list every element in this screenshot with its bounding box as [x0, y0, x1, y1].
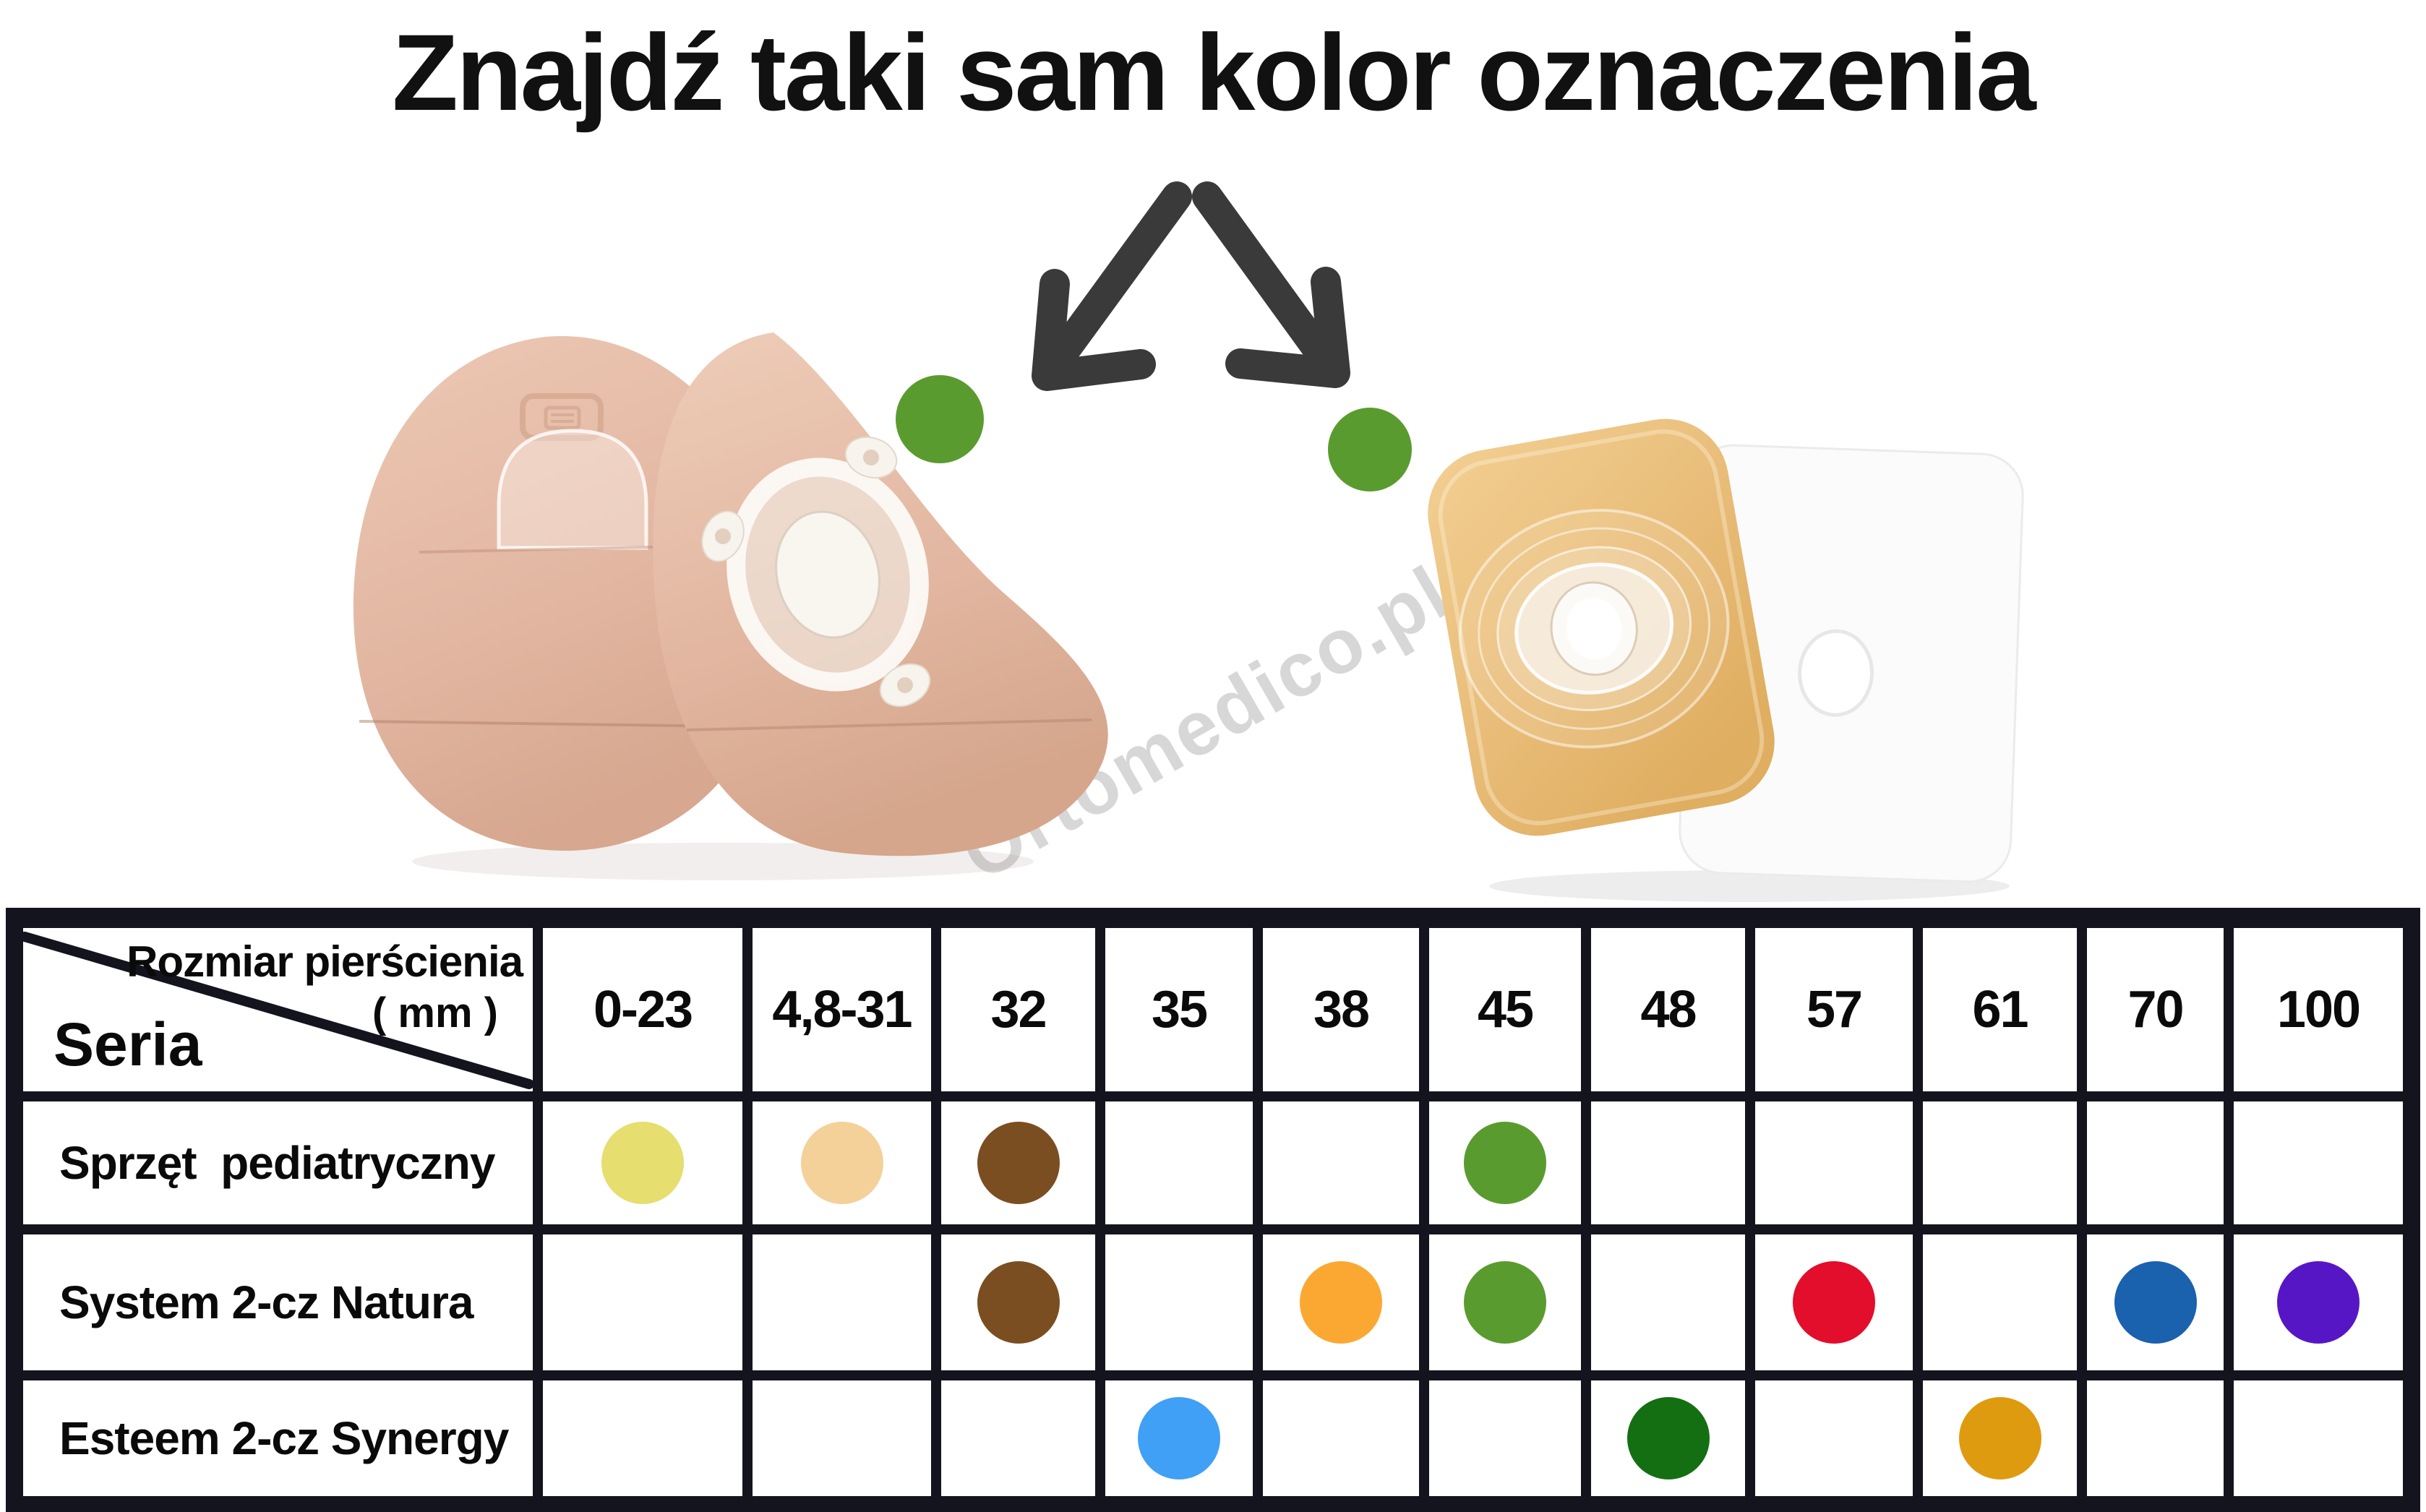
corner-series-label: Seria [53, 1010, 202, 1078]
arrow-right-head-icon [1225, 267, 1350, 388]
corner-size-label: Rozmiar pierścienia [127, 937, 523, 986]
table-cell [1923, 1234, 2077, 1370]
table-cell [1755, 1234, 1913, 1370]
column-header: 48 [1591, 928, 1745, 1091]
table-corner-cell: Rozmiar pierścienia ( mm ) Seria [23, 928, 533, 1091]
color-dot [601, 1122, 684, 1204]
comparison-table: Rozmiar pierścienia ( mm ) Seria 0-23 4,8… [23, 928, 2403, 1496]
table-cell [543, 1101, 742, 1224]
color-dot [1958, 1397, 2041, 1479]
column-header: 4,8-31 [753, 928, 931, 1091]
row-label: Sprzęt pediatryczny [23, 1101, 533, 1224]
color-dot [800, 1122, 883, 1204]
table-cell [1923, 1101, 2077, 1224]
table-cell [1263, 1234, 1419, 1370]
table-cell [543, 1234, 742, 1370]
color-dot [977, 1122, 1060, 1204]
table-cell [2234, 1234, 2403, 1370]
table-cell [1591, 1234, 1745, 1370]
flange-ring [726, 458, 929, 692]
corner-diagonal-line [23, 932, 533, 1089]
color-dot [1464, 1122, 1546, 1204]
barrier-wafer [1428, 418, 1775, 836]
table-cell [2087, 1234, 2224, 1370]
table-cell [1591, 1380, 1745, 1496]
table-cell [1105, 1380, 1253, 1496]
table-cell [941, 1380, 1095, 1496]
marker-dot-left [896, 375, 984, 463]
table-cell [2234, 1380, 2403, 1496]
table-cell [941, 1101, 1095, 1224]
page-title: Znajdź taki sam kolor oznaczenia [392, 12, 2036, 133]
color-dot [1626, 1397, 1710, 1479]
table-cell [1923, 1380, 2077, 1496]
color-dot [1138, 1397, 1220, 1479]
table-cell [941, 1234, 1095, 1370]
row-label: System 2-cz Natura [23, 1234, 533, 1370]
color-dot [2277, 1261, 2359, 1344]
table-cell [1755, 1380, 1913, 1496]
arrow-right-icon [1192, 181, 1348, 385]
table-cell [1105, 1234, 1253, 1370]
color-dot [1793, 1261, 1875, 1344]
column-header: 100 [2234, 928, 2403, 1091]
row-label: Esteem 2-cz Synergy [23, 1380, 533, 1496]
table-cell [753, 1234, 931, 1370]
column-header: 0-23 [543, 928, 742, 1091]
table-cell [2087, 1101, 2224, 1224]
flange-tab-holes [715, 450, 913, 693]
column-header: 70 [2087, 928, 2224, 1091]
annotation-arrows [1032, 181, 1350, 391]
corner-size-unit: ( mm ) [372, 989, 498, 1036]
table-cell [1755, 1101, 1913, 1224]
arrow-left-head-icon [1032, 269, 1156, 391]
color-dot [1464, 1261, 1546, 1344]
table-cell [753, 1101, 931, 1224]
color-dot [977, 1261, 1060, 1344]
table-cell [1263, 1101, 1419, 1224]
color-dot [1300, 1261, 1382, 1344]
table-cell [2234, 1101, 2403, 1224]
pouch-seam-front [686, 718, 1092, 731]
table-cell [543, 1380, 742, 1496]
marker-dot-right [1328, 408, 1412, 491]
column-header: 57 [1755, 928, 1913, 1091]
color-dot [2114, 1261, 2197, 1344]
color-code-table: Rozmiar pierścienia ( mm ) Seria 0-23 4,8… [6, 908, 2420, 1512]
column-header: 45 [1429, 928, 1581, 1091]
column-header: 35 [1105, 928, 1253, 1091]
column-header: 38 [1263, 928, 1419, 1091]
pouch-film-edge [419, 545, 683, 554]
column-header: 32 [941, 928, 1095, 1091]
skin-barrier-photo [1428, 418, 2024, 883]
table-cell [1263, 1380, 1419, 1496]
table-cell [753, 1380, 931, 1496]
table-cell [1591, 1101, 1745, 1224]
column-header: 61 [1923, 928, 2077, 1091]
pouch-clamp [520, 393, 604, 441]
ostomy-pouches-photo [353, 332, 1108, 856]
table-cell [1429, 1101, 1581, 1224]
table-cell [1429, 1234, 1581, 1370]
table-cell [1429, 1380, 1581, 1496]
arrow-left-icon [1033, 181, 1192, 388]
table-cell [1105, 1101, 1253, 1224]
table-cell [2087, 1380, 2224, 1496]
pouch-window [497, 429, 648, 550]
